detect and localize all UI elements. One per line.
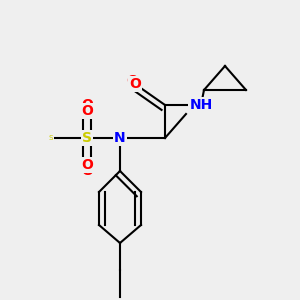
Text: N: N — [114, 131, 126, 145]
Text: O: O — [129, 77, 141, 91]
Text: S: S — [82, 131, 92, 145]
Text: S: S — [49, 135, 53, 141]
Text: NH: NH — [189, 98, 213, 112]
Text: O: O — [81, 104, 93, 118]
Text: O: O — [81, 158, 93, 172]
Text: S: S — [82, 131, 92, 145]
Text: S: S — [48, 135, 52, 141]
Text: NH: NH — [189, 98, 213, 112]
Text: O: O — [81, 98, 93, 112]
Text: O: O — [126, 74, 138, 88]
Text: N: N — [114, 131, 126, 145]
Text: O: O — [81, 164, 93, 178]
